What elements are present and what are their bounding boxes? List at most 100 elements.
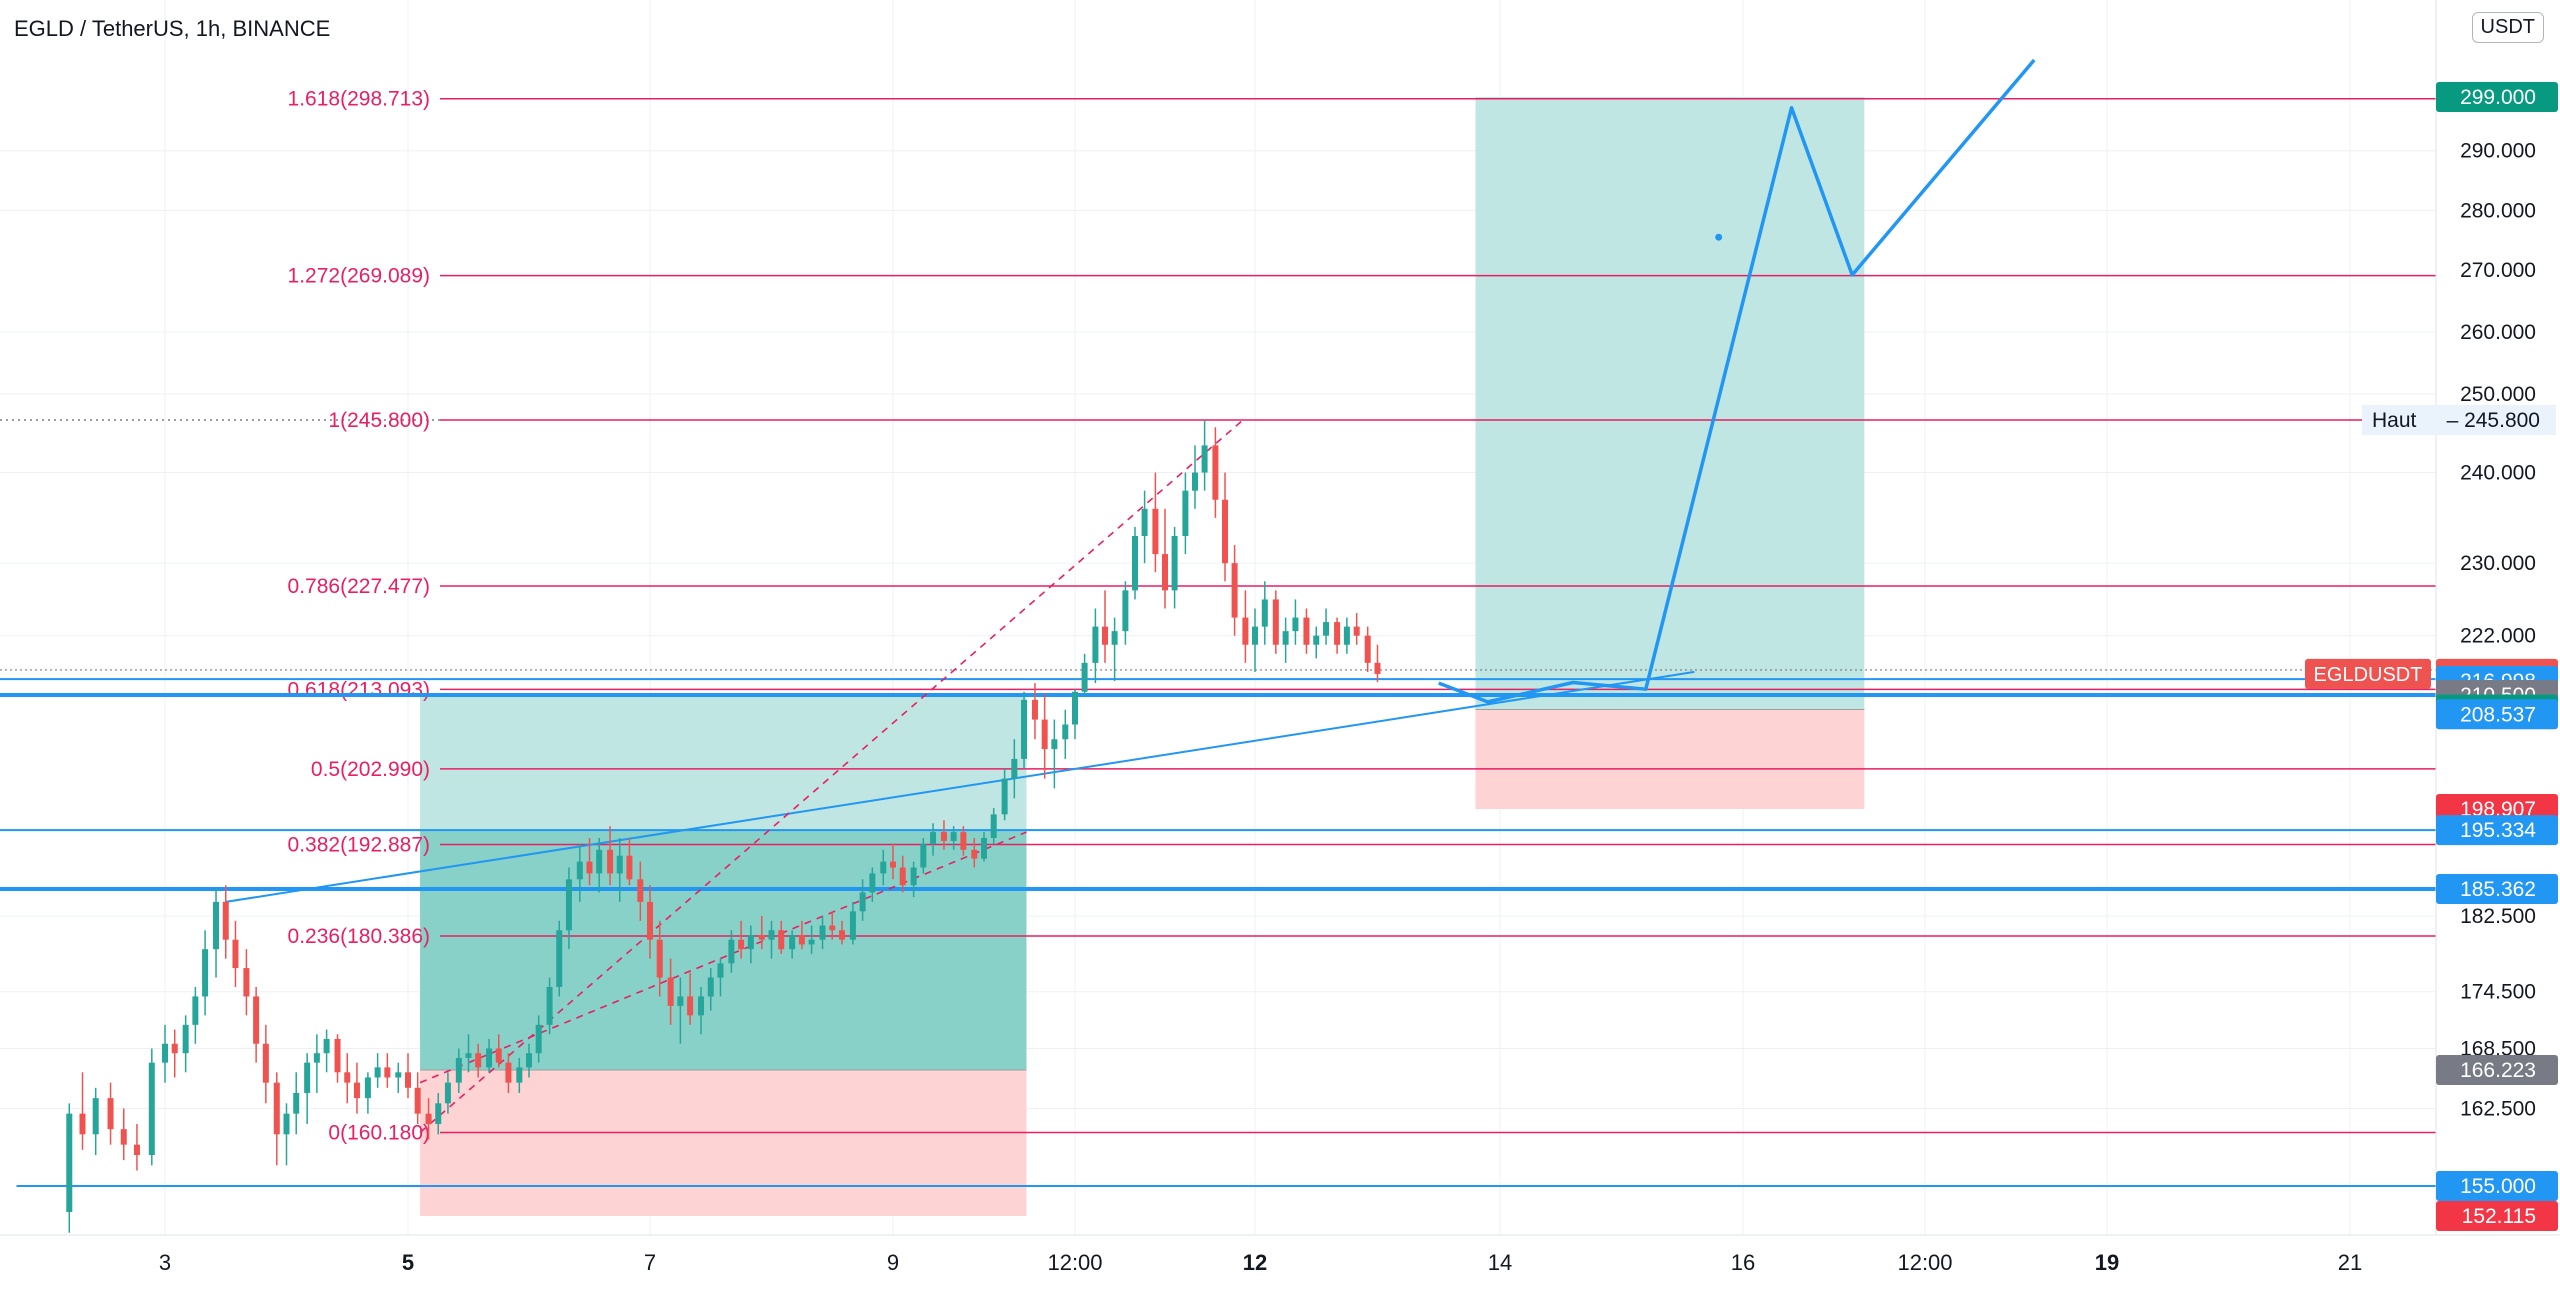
candle	[1272, 590, 1279, 654]
candle	[707, 968, 714, 1011]
position-tool-1[interactable]	[420, 695, 1027, 1216]
projection-dot	[1715, 233, 1723, 241]
candle	[486, 1039, 493, 1073]
candle	[273, 1072, 280, 1166]
candle-body	[213, 901, 220, 950]
candle	[565, 867, 572, 950]
candle-body	[1334, 622, 1341, 645]
price-tick-label: 168.500	[2460, 1037, 2536, 1060]
time-tick-label: 7	[644, 1250, 656, 1275]
candle-body	[435, 1103, 442, 1124]
candle	[910, 861, 917, 898]
candle-body	[232, 939, 239, 969]
candle-body	[1252, 626, 1258, 645]
candle-body	[838, 930, 845, 940]
candle-body	[758, 934, 765, 940]
candle-body	[313, 1053, 320, 1063]
candle-body	[1081, 662, 1088, 692]
candle	[1031, 683, 1038, 740]
price-tick-label: 162.500	[2460, 1097, 2536, 1120]
candle	[66, 1103, 73, 1233]
candle-body	[971, 849, 978, 859]
candle-body	[607, 849, 614, 874]
candle-body	[107, 1098, 114, 1130]
candle	[495, 1034, 502, 1068]
time-axis[interactable]: 3 5 7 9 12:00 12 14 16 12:00 19 21	[0, 1234, 2560, 1290]
loss-zone[interactable]	[1475, 709, 1865, 809]
time-tick-label: 19	[2095, 1250, 2119, 1275]
candle-body	[596, 849, 603, 874]
candle	[1092, 608, 1099, 684]
candle	[313, 1034, 320, 1093]
candle	[1231, 545, 1238, 636]
price-label-bg	[2436, 82, 2558, 112]
candle-body	[667, 977, 674, 1006]
candle-body	[869, 873, 876, 893]
candle	[920, 837, 927, 874]
candle	[444, 1072, 451, 1114]
trend-line[interactable]	[419, 831, 1027, 1084]
loss-zone[interactable]	[420, 1070, 1027, 1216]
candle	[1152, 472, 1159, 573]
candle-body	[1292, 617, 1299, 632]
candle	[869, 867, 876, 902]
candle	[656, 920, 663, 997]
candle	[148, 1048, 155, 1166]
candle	[677, 977, 684, 1044]
fib-level-label: 0.236(180.386)	[288, 925, 430, 948]
candle	[1353, 613, 1360, 645]
candle-body	[910, 867, 917, 886]
candle-body	[1132, 535, 1138, 591]
price-tick-label: 280.000	[2460, 199, 2536, 222]
price-axis[interactable]: 290.000 280.000 260.000 250.000 240.000 230.0…	[2305, 0, 2560, 1290]
candle	[1261, 581, 1268, 645]
candle	[1072, 689, 1078, 740]
candle-body	[414, 1087, 421, 1114]
price-tick-label: 230.000	[2460, 552, 2536, 575]
candle	[667, 958, 674, 1025]
candle	[838, 920, 845, 945]
candle	[849, 901, 856, 945]
candle	[586, 837, 593, 886]
candle-body	[1092, 626, 1099, 663]
candle	[243, 949, 250, 1016]
candle	[1222, 472, 1228, 582]
candle	[859, 879, 866, 921]
time-tick-label: 16	[1731, 1250, 1755, 1275]
candle	[981, 832, 987, 862]
currency-unit-button[interactable]: USDT	[2471, 12, 2544, 43]
fib-retracement[interactable]: 1.618(298.713) 1.272(269.089) 1(245.800) 0.…	[0, 88, 2436, 1145]
candle	[344, 1053, 351, 1104]
candle-body	[1072, 691, 1078, 725]
candle-body	[728, 939, 735, 964]
candle-body	[940, 832, 947, 841]
time-tick-label: 12	[1243, 1250, 1267, 1275]
candle-body	[535, 1024, 542, 1054]
candle-body	[930, 832, 937, 844]
candle	[899, 855, 906, 893]
candle-body	[293, 1092, 300, 1114]
time-tick-label: 5	[402, 1250, 414, 1275]
profit-zone[interactable]	[1475, 97, 1865, 710]
candle-body	[687, 996, 694, 1016]
candle-body	[849, 911, 856, 940]
candle-body	[616, 855, 623, 874]
candle-body	[505, 1062, 512, 1083]
candle	[1192, 445, 1198, 509]
price-label: 208.537	[2460, 703, 2536, 726]
position-tool-2[interactable]	[1475, 97, 1865, 809]
time-tick-label: 12:00	[1897, 1250, 1952, 1275]
candle-body	[707, 977, 714, 997]
candle-body	[747, 934, 754, 950]
projection-path[interactable]	[1438, 58, 2036, 704]
trend-line[interactable]	[225, 670, 1695, 903]
candle	[435, 1092, 442, 1135]
candle	[596, 837, 603, 893]
haut-tag: Haut	[2372, 409, 2417, 432]
candle	[930, 823, 937, 856]
candle	[535, 1015, 542, 1063]
candle-body	[465, 1053, 472, 1058]
candle-body	[283, 1113, 290, 1135]
candle-body	[304, 1062, 311, 1093]
